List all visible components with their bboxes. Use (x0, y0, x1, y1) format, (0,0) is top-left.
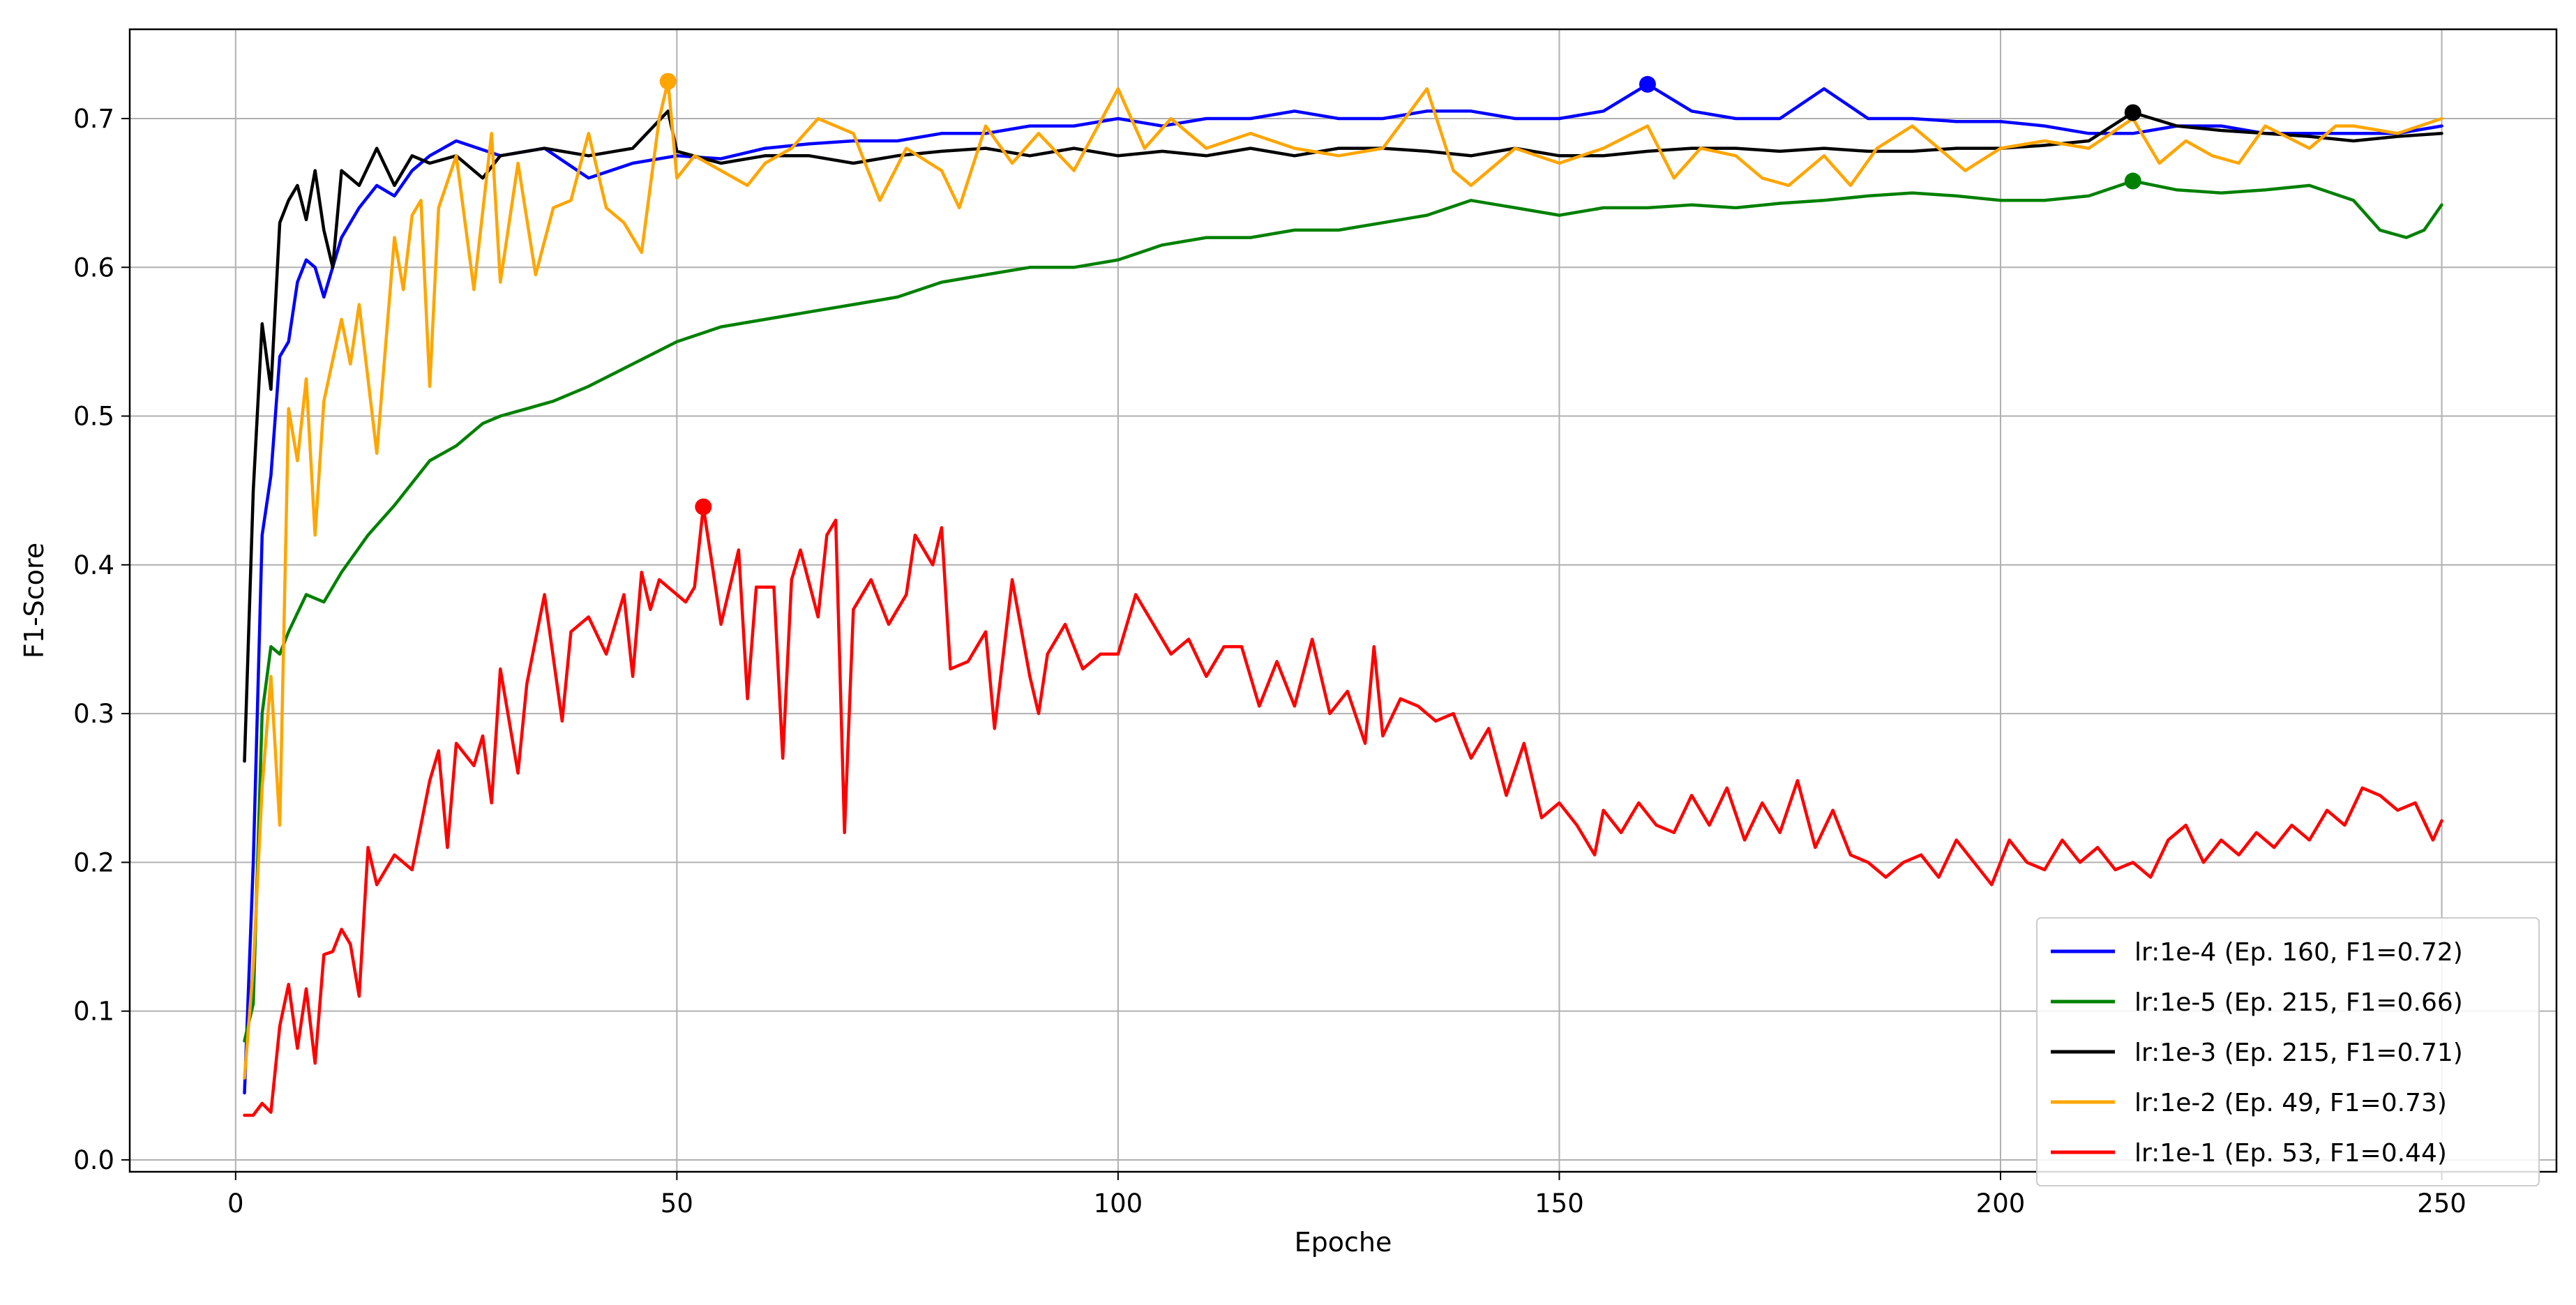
series-line-0 (243, 82, 2443, 1095)
y-tick-label: 0.6 (73, 252, 114, 282)
series-lines (243, 80, 2443, 1117)
y-tick-label: 0.7 (73, 104, 114, 134)
y-tick-label: 0.4 (73, 550, 114, 580)
x-tick-label: 150 (1535, 1189, 1584, 1219)
best-point-marker-2 (2124, 104, 2141, 121)
y-tick-label: 0.0 (73, 1145, 114, 1175)
legend: lr:1e-4 (Ep. 160, F1=0.72) lr:1e-5 (Ep. 2… (2036, 917, 2540, 1186)
legend-entry-label: lr:1e-3 (Ep. 215, F1=0.71) (2134, 1039, 2463, 1067)
series-line-1 (243, 179, 2443, 1043)
legend-entry-label: lr:1e-4 (Ep. 160, F1=0.72) (2134, 938, 2463, 967)
best-markers (659, 73, 2141, 515)
y-axis-label: F1-Score (19, 543, 50, 658)
x-tick-label: 0 (227, 1189, 244, 1219)
legend-box (2036, 917, 2540, 1186)
series-line-2 (243, 110, 2443, 763)
best-point-marker-1 (2124, 172, 2141, 190)
plot-area-frame (128, 28, 2558, 1173)
y-tick-label: 0.2 (73, 847, 114, 877)
x-tick-label: 250 (2417, 1189, 2466, 1219)
y-tick-label: 0.5 (73, 402, 114, 432)
y-tick-label: 0.3 (73, 699, 114, 729)
legend-entry-label: lr:1e-5 (Ep. 215, F1=0.66) (2134, 988, 2463, 1017)
x-tick-label: 50 (661, 1189, 693, 1219)
best-point-marker-4 (695, 498, 712, 515)
axis-ticks: 0 50 100 150 200 250 0.0 0.1 0.2 0.3 0.4 0.5 0.6 0.7 (73, 104, 2466, 1219)
y-tick-label: 0.1 (73, 997, 114, 1027)
x-axis-label: Epoche (1295, 1227, 1392, 1258)
best-point-marker-0 (1639, 75, 1656, 93)
legend-entry-label: lr:1e-2 (Ep. 49, F1=0.73) (2134, 1089, 2447, 1117)
x-tick-label: 100 (1094, 1189, 1143, 1219)
series-line-4 (243, 505, 2443, 1117)
legend-entry-label: lr:1e-1 (Ep. 53, F1=0.44) (2134, 1139, 2447, 1168)
series-line-3 (243, 80, 2443, 1080)
best-point-marker-3 (659, 73, 677, 90)
x-tick-label: 200 (1976, 1189, 2026, 1219)
